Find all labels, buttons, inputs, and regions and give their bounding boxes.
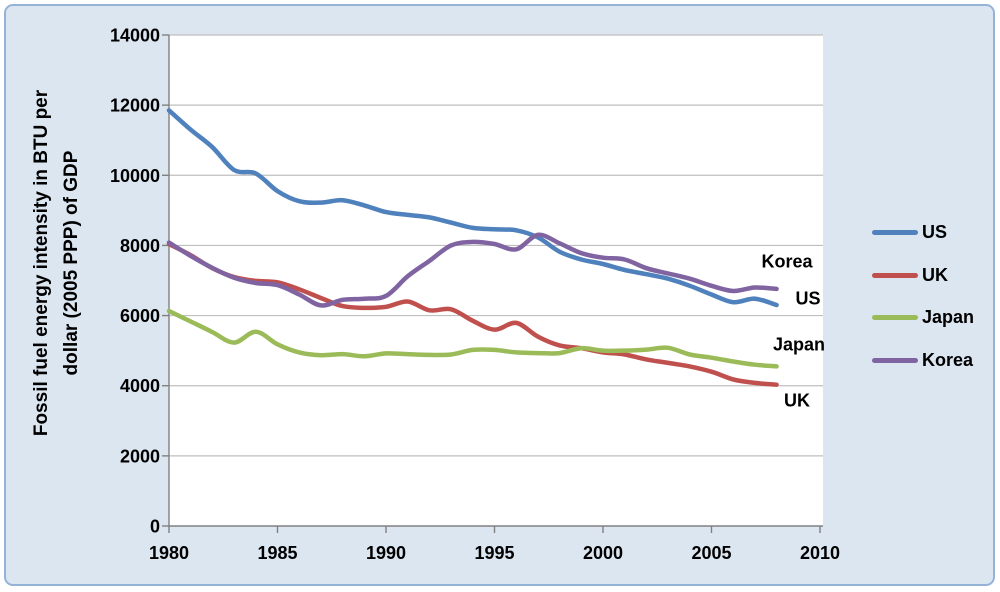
y-tick-label-4000: 4000	[120, 376, 160, 396]
uk-line-swatch	[872, 272, 918, 278]
korea-line-swatch	[872, 357, 918, 363]
y-axis-title-line1: Fossil fuel energy intensity in BTU per	[31, 89, 52, 437]
x-tick-label-1980: 1980	[149, 543, 189, 563]
y-tick-label-2000: 2000	[120, 446, 160, 466]
y-tick-label-12000: 12000	[110, 96, 160, 116]
series-label-us: US	[795, 288, 821, 309]
x-tick-label-2005: 2005	[691, 543, 731, 563]
legend-item-japan: Japan	[872, 305, 974, 329]
series-label-japan: Japan	[772, 334, 826, 355]
legend-label-japan: Japan	[922, 306, 975, 327]
us-series-line	[166, 108, 779, 308]
legend-item-korea: Korea	[872, 348, 973, 372]
x-tick-label-1985: 1985	[257, 543, 297, 563]
legend-label-us: US	[922, 221, 948, 242]
x-tick-label-2010: 2010	[800, 543, 840, 563]
japan-line-swatch	[872, 314, 918, 320]
legend-label-korea: Korea	[922, 349, 974, 370]
legend-item-uk: UK	[872, 263, 948, 287]
x-tick-label-2000: 2000	[583, 543, 623, 563]
y-axis-title: Fossil fuel energy intensity in BTU per …	[27, 53, 87, 473]
korea-series-line	[166, 232, 779, 308]
y-axis-title-line2: dollar (2005 PPP) of GDP	[61, 150, 82, 376]
x-tick-label-1990: 1990	[366, 543, 406, 563]
legend-label-uk: UK	[922, 264, 948, 285]
series-label-uk: UK	[784, 390, 810, 411]
y-tick-label-6000: 6000	[120, 306, 160, 326]
y-tick-label-10000: 10000	[110, 166, 160, 186]
y-tick-label-8000: 8000	[120, 236, 160, 256]
legend-item-us: US	[872, 220, 947, 244]
us-line-swatch	[872, 229, 918, 235]
y-tick-label-14000: 14000	[110, 26, 160, 46]
uk-series-line	[166, 241, 779, 387]
y-tick-label-0: 0	[150, 517, 160, 537]
japan-series-line	[166, 308, 779, 369]
series-label-korea: Korea	[761, 251, 813, 272]
x-tick-label-1995: 1995	[474, 543, 514, 563]
